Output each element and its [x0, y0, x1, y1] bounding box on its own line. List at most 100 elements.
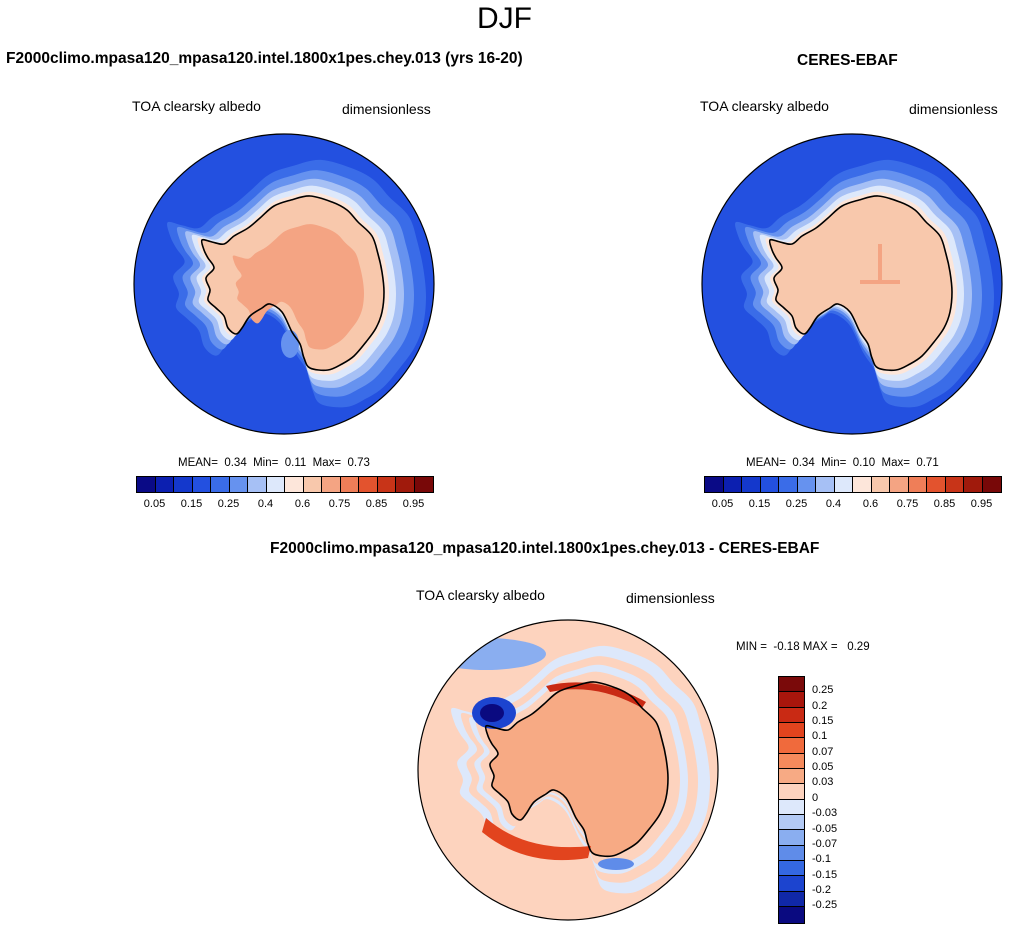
- model-units-label: dimensionless: [342, 101, 431, 117]
- colorbar-box: [982, 477, 1001, 492]
- colorbar-box: [779, 769, 804, 785]
- colorbar-box: [797, 477, 816, 492]
- colorbar-box: [945, 477, 964, 492]
- colorbar-tick-label: 0.25: [785, 498, 808, 510]
- colorbar-box: [779, 799, 804, 816]
- colorbar-tick-label: 0.05: [812, 761, 834, 774]
- obs-colorbar-labels: 0.05 0.15 0.25 0.4 0.6 0.75 0.85 0.95: [704, 498, 1000, 512]
- colorbar-box: [779, 907, 804, 923]
- obs-stats: MEAN= 0.34 Min= 0.10 Max= 0.71: [746, 457, 939, 469]
- model-stats: MEAN= 0.34 Min= 0.11 Max= 0.73: [178, 457, 370, 469]
- colorbar-tick-label: -0.25: [812, 899, 838, 912]
- model-colorbar: [136, 476, 434, 493]
- diff-colorbar-labels: 0.25 0.2 0.15 0.1 0.07 0.05 0.03 0 -0.03 -0.05 -0.…: [812, 676, 852, 920]
- diff-stats: MIN = -0.18 MAX = 0.29: [736, 641, 870, 653]
- colorbar-tick-label: 0.75: [896, 498, 919, 510]
- obs-polar-map: [701, 133, 1003, 435]
- colorbar-box: [211, 477, 230, 492]
- colorbar-box: [340, 477, 359, 492]
- colorbar-box: [229, 477, 248, 492]
- colorbar-tick-label: 0.95: [970, 498, 993, 510]
- colorbar-tick-label: -0.2: [812, 883, 831, 896]
- map-boundary: [701, 133, 1003, 435]
- positive-anomaly: [482, 818, 591, 861]
- colorbar-box: [192, 477, 211, 492]
- colorbar-box: [779, 477, 798, 492]
- colorbar-tick-label: 0.25: [812, 684, 834, 697]
- colorbar-box: [779, 784, 804, 800]
- colorbar-box: [414, 477, 433, 492]
- colorbar-box: [377, 477, 396, 492]
- colorbar-box: [908, 477, 927, 492]
- map-field: [702, 134, 1002, 434]
- colorbar-box: [174, 477, 193, 492]
- colorbar-box: [779, 861, 804, 877]
- negative-anomaly: [598, 858, 634, 870]
- colorbar-box: [779, 677, 804, 693]
- map-boundary: [133, 133, 435, 435]
- model-panel-title: F2000climo.mpasa120_mpasa120.intel.1800x…: [6, 50, 523, 67]
- colorbar-box: [890, 477, 909, 492]
- diff-polar-map: [417, 619, 719, 921]
- colorbar-box: [779, 707, 804, 724]
- colorbar-box: [816, 477, 835, 492]
- coastline: [768, 195, 953, 372]
- obs-streak: [878, 244, 882, 280]
- negative-anomaly: [480, 704, 504, 722]
- colorbar-tick-label: 0.15: [748, 498, 771, 510]
- obs-streak: [860, 280, 900, 284]
- colorbar-tick-label: 0.4: [825, 498, 842, 510]
- model-polar-map: [133, 133, 435, 435]
- colorbar-box: [303, 477, 322, 492]
- map-field: [418, 620, 718, 920]
- colorbar-box: [871, 477, 890, 492]
- colorbar-tick-label: 0: [812, 791, 819, 804]
- colorbar-tick-label: 0.15: [812, 715, 834, 728]
- plateau-fill: [232, 224, 364, 350]
- colorbar-tick-label: -0.05: [812, 822, 838, 835]
- colorbar-tick-label: 0.6: [294, 498, 311, 510]
- obs-variable-label: TOA clearsky albedo: [700, 98, 829, 114]
- colorbar-tick-label: 0.25: [217, 498, 240, 510]
- colorbar-box: [779, 738, 804, 754]
- colorbar-tick-label: -0.07: [812, 837, 838, 850]
- colorbar-tick-label: -0.15: [812, 868, 838, 881]
- colorbar-tick-label: 0.1: [812, 730, 828, 743]
- obs-panel-title: CERES-EBAF: [797, 52, 898, 69]
- colorbar-box: [779, 692, 804, 708]
- colorbar-tick-label: 0.4: [257, 498, 274, 510]
- colorbar-tick-label: 0.15: [180, 498, 203, 510]
- colorbar-box: [779, 723, 804, 739]
- obs-colorbar: [704, 476, 1002, 493]
- colorbar-box: [927, 477, 946, 492]
- colorbar-tick-label: -0.03: [812, 807, 838, 820]
- colorbar-tick-label: 0.85: [365, 498, 388, 510]
- colorbar-box: [137, 477, 156, 492]
- map-boundary: [417, 619, 719, 921]
- colorbar-tick-label: 0.75: [328, 498, 351, 510]
- colorbar-tick-label: 0.03: [812, 776, 834, 789]
- obs-units-label: dimensionless: [909, 101, 998, 117]
- colorbar-tick-label: 0.95: [402, 498, 425, 510]
- diff-units-label: dimensionless: [626, 590, 715, 606]
- colorbar-box: [285, 477, 304, 492]
- colorbar-box: [779, 845, 804, 862]
- colorbar-tick-label: 0.07: [812, 745, 834, 758]
- blue-anomaly: [281, 330, 299, 358]
- colorbar-box: [266, 477, 285, 492]
- colorbar-box: [964, 477, 983, 492]
- colorbar-box: [396, 477, 415, 492]
- coastline: [484, 681, 669, 858]
- positive-anomaly: [546, 682, 646, 708]
- season-title: DJF: [477, 2, 532, 35]
- colorbar-box: [779, 876, 804, 892]
- negative-anomaly: [426, 638, 546, 670]
- colorbar-box: [359, 477, 378, 492]
- model-colorbar-labels: 0.05 0.15 0.25 0.4 0.6 0.75 0.85 0.95: [136, 498, 432, 512]
- colorbar-box: [705, 477, 724, 492]
- diff-colorbar: [778, 676, 805, 924]
- map-field: [134, 134, 434, 434]
- colorbar-box: [742, 477, 761, 492]
- colorbar-tick-label: 0.85: [933, 498, 956, 510]
- model-variable-label: TOA clearsky albedo: [132, 98, 261, 114]
